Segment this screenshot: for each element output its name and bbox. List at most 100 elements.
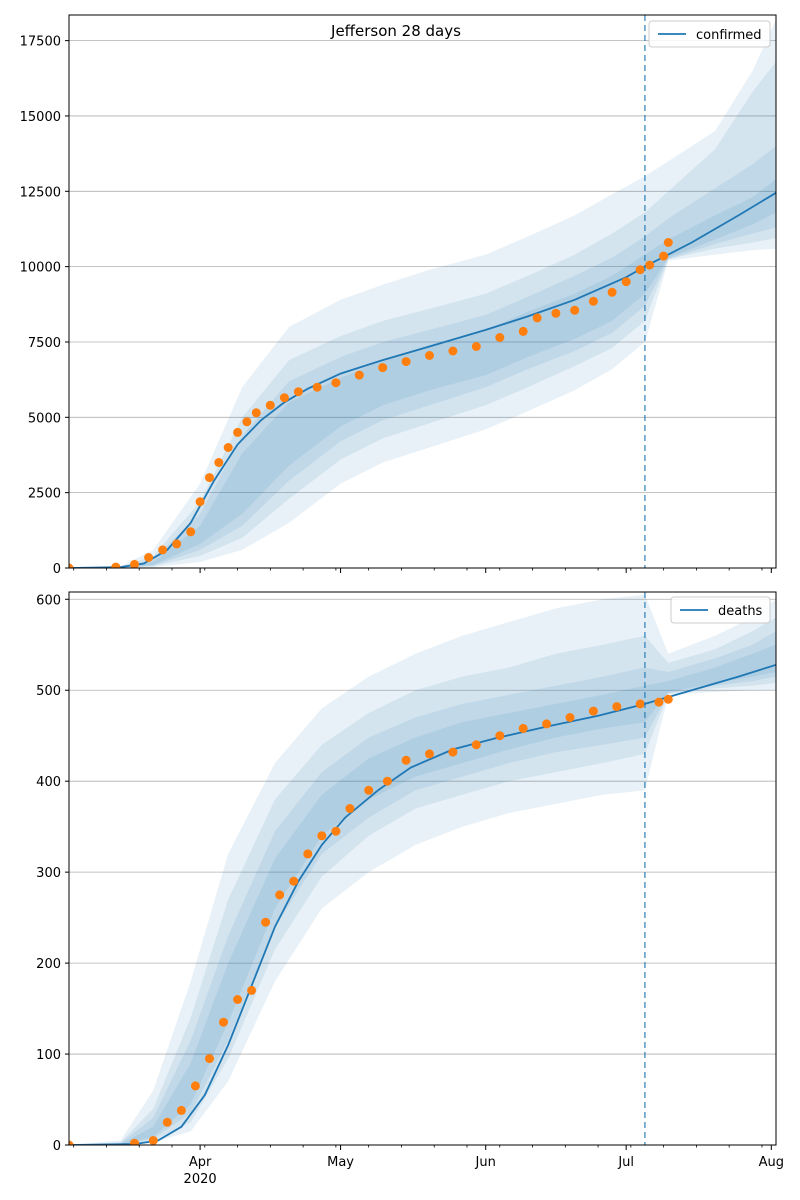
confidence-band-1 <box>69 594 776 1145</box>
legend-label-confirmed: confirmed <box>696 28 762 43</box>
observed-point <box>293 387 303 397</box>
observed-point <box>663 694 673 704</box>
observed-point <box>588 706 598 716</box>
x-tick-label: Apr <box>189 1155 212 1170</box>
confidence-band-2 <box>69 617 776 1145</box>
observed-point <box>219 1017 228 1027</box>
observed-point <box>172 539 182 549</box>
observed-point <box>518 326 528 336</box>
observed-point <box>382 776 392 786</box>
observed-point <box>148 1136 158 1145</box>
observed-point <box>401 755 411 765</box>
observed-point <box>233 427 243 437</box>
observed-point <box>570 305 580 315</box>
observed-point <box>635 699 645 709</box>
observed-point <box>261 917 271 927</box>
observed-point <box>645 260 655 270</box>
observed-point <box>176 1105 186 1115</box>
x-tick-label: Jun <box>475 1155 496 1170</box>
confidence-band-3 <box>69 631 776 1145</box>
y-tick-label: 0 <box>53 562 61 577</box>
observed-point <box>186 527 196 537</box>
deaths-panel: 0 100 200 300 400 500 600 Apr 2020 May Jun Jul Aug de… <box>36 591 784 1187</box>
observed-point <box>364 785 374 795</box>
x-tick-label: May <box>327 1155 354 1170</box>
observed-point <box>425 351 434 360</box>
observed-point <box>223 443 233 452</box>
confidence-band-2 <box>69 61 776 568</box>
observed-point <box>471 342 481 351</box>
observed-point <box>69 1140 74 1145</box>
legend-box <box>648 20 771 48</box>
y-tick-label: 100 <box>36 1048 61 1063</box>
observed-point <box>654 697 664 707</box>
observed-point <box>425 749 434 759</box>
observed-point <box>565 713 575 722</box>
observed-point <box>659 251 669 261</box>
observed-point <box>279 393 289 403</box>
observed-point <box>401 357 411 367</box>
observed-point <box>195 497 205 507</box>
observed-point <box>532 313 542 323</box>
observed-point <box>551 308 561 318</box>
y-tick-label: 7500 <box>28 336 61 351</box>
observed-point <box>247 985 257 995</box>
confirmed-panel: 0 2500 5000 7500 10000 12500 15000 17500 confirm… <box>20 14 777 577</box>
confidence-band-4 <box>69 644 776 1145</box>
observed-point <box>265 400 275 410</box>
series-line-deaths <box>69 663 776 1145</box>
observed-point <box>190 1081 200 1091</box>
observed-point <box>289 876 299 886</box>
confidence-band-4 <box>69 179 776 568</box>
observed-point <box>251 408 261 418</box>
y-tick-label: 17500 <box>20 35 61 50</box>
observed-point <box>205 1054 214 1064</box>
observed-point <box>130 559 139 568</box>
x-tick-label: Jul <box>617 1155 634 1170</box>
y-tick-label: 200 <box>36 957 61 972</box>
observed-point <box>471 740 481 750</box>
observed-point <box>111 562 121 568</box>
observed-point <box>448 346 458 356</box>
axes-frame <box>68 14 777 569</box>
observed-point <box>378 363 388 373</box>
confidence-band-3 <box>69 146 776 568</box>
y-tick-label: 600 <box>36 593 61 608</box>
observed-point <box>635 265 645 275</box>
observed-point <box>233 995 243 1004</box>
confidence-band-1 <box>69 19 776 568</box>
y-tick-label: 10000 <box>20 261 61 276</box>
observed-point <box>144 553 154 562</box>
chart-title: Jefferson 28 days <box>330 22 461 40</box>
observed-point <box>303 849 313 859</box>
x-tick-label: Aug <box>759 1155 784 1170</box>
y-tick-label: 2500 <box>28 487 61 502</box>
observed-point <box>69 563 74 568</box>
y-tick-label: 400 <box>36 775 61 790</box>
observed-point <box>518 723 528 733</box>
observed-point <box>130 1138 139 1145</box>
observed-point <box>242 417 252 427</box>
observed-point <box>331 826 341 836</box>
y-tick-label: 300 <box>36 866 61 881</box>
observed-point <box>542 719 552 729</box>
observed-point <box>588 296 598 306</box>
observed-point <box>158 545 168 555</box>
y-tick-label: 500 <box>36 684 61 699</box>
observed-point <box>312 382 322 392</box>
y-tick-label: 0 <box>53 1139 61 1154</box>
observed-point <box>495 731 505 741</box>
observed-point <box>214 458 224 467</box>
observed-point <box>205 473 214 483</box>
observed-point <box>162 1117 172 1127</box>
observed-point <box>612 702 622 712</box>
legend-box <box>670 596 771 624</box>
axes-frame <box>68 591 777 1146</box>
x-tick-label: 2020 <box>184 1172 217 1187</box>
observed-point <box>275 890 285 900</box>
observed-point <box>621 277 631 287</box>
observed-point <box>495 333 505 342</box>
y-tick-label: 12500 <box>20 185 61 200</box>
